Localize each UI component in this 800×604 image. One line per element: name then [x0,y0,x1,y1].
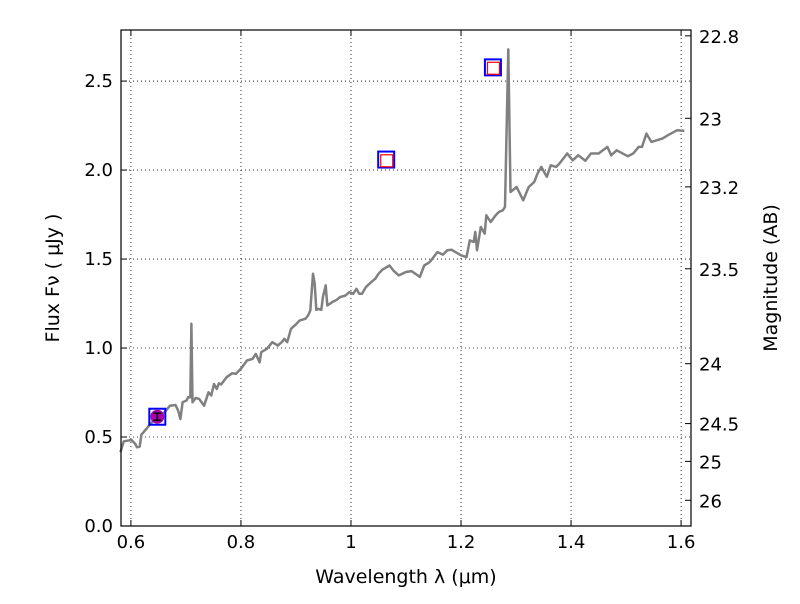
y2-axis-label: Magnitude (AB) [760,204,782,352]
y-axis-label: Flux Fν ( μJy ) [42,214,64,343]
ticks: 0.6 0.8 1 1.2 1.4 1.6 0.0 0.5 1.0 1.5 2.0 2.5 22.8 23… [84,27,739,553]
photometry-point [148,407,167,426]
x-tick-label: 1.2 [447,532,476,553]
y-tick-label: 2.5 [84,71,113,92]
x-axis-label: Wavelength λ (μm) [315,566,496,588]
spectrum-line [119,48,685,453]
y2-tick-label: 23.2 [699,178,739,199]
photometry-point [377,150,396,169]
x-tick-label: 1.6 [667,532,696,553]
plot-frame [120,29,692,527]
grid [121,30,691,527]
y2-tick-label: 23 [699,109,722,130]
y2-tick-label: 23.5 [699,260,739,281]
x-tick-label: 0.8 [227,532,256,553]
y2-tick-label: 24.5 [699,415,739,436]
x-tick-label: 0.6 [117,532,146,553]
y-tick-label: 0.5 [84,427,113,448]
model-point [380,154,394,168]
y2-tick-label: 24 [699,355,722,376]
y-tick-label: 1.0 [84,338,113,359]
y2-tick-label: 26 [699,491,722,512]
x-tick-label: 1.4 [557,532,586,553]
model-point [486,61,501,75]
y2-tick-label: 22.8 [699,27,739,48]
y-tick-label: 2.0 [84,160,113,181]
y-tick-label: 0.0 [84,516,113,537]
y-tick-label: 1.5 [84,249,113,270]
series-layer [119,48,685,453]
y2-tick-label: 25 [699,452,722,473]
photometry-point [483,58,502,77]
x-tick-label: 1 [345,532,356,553]
